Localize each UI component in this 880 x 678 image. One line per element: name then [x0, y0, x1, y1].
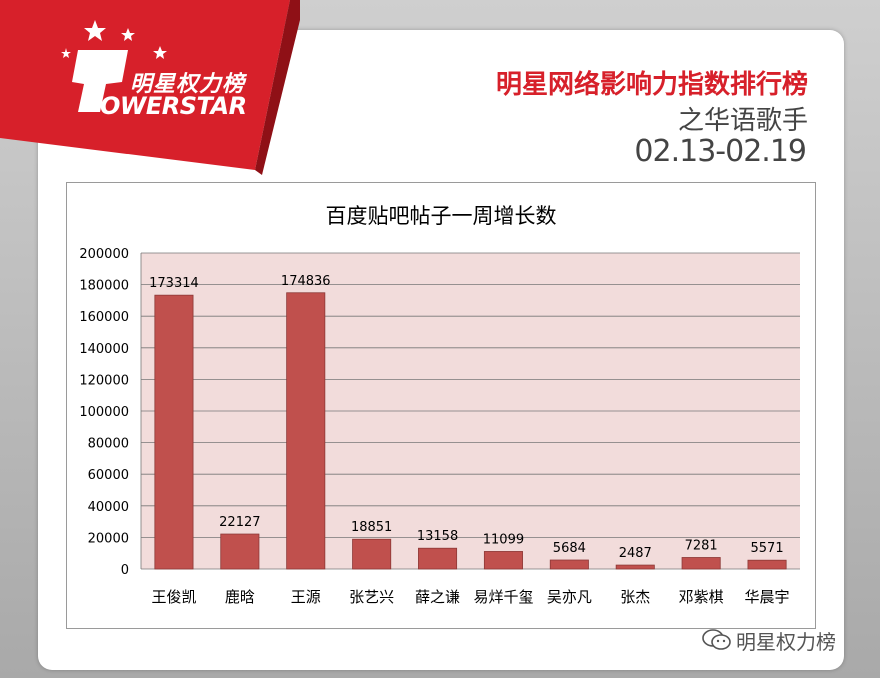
x-tick-label: 王源 — [291, 588, 321, 606]
page-title: 明星网络影响力指数排行榜 — [495, 70, 808, 100]
x-tick-label: 薛之谦 — [415, 588, 460, 606]
data-label: 174836 — [281, 274, 331, 289]
x-tick-label: 王俊凯 — [151, 588, 196, 606]
y-tick-label: 40000 — [88, 500, 129, 515]
y-tick-label: 200000 — [79, 247, 129, 262]
data-label: 11099 — [483, 532, 524, 547]
x-tick-label: 吴亦凡 — [547, 588, 592, 606]
bar — [681, 557, 721, 570]
bar — [549, 559, 589, 570]
data-label: 2487 — [619, 546, 652, 561]
fist-icon — [72, 50, 128, 112]
page-subtitle: 之华语歌手 — [677, 106, 808, 136]
y-tick-label: 160000 — [79, 310, 129, 325]
x-tick-label: 华晨宇 — [745, 588, 790, 606]
y-tick-label: 140000 — [79, 342, 129, 357]
x-tick-label: 易烊千玺 — [473, 588, 533, 606]
y-tick-label: 120000 — [79, 373, 129, 388]
bar — [615, 564, 655, 570]
data-label: 7281 — [685, 538, 718, 553]
data-label: 13158 — [417, 529, 458, 544]
chart-container: 百度贴吧帖子一周增长数 0 20000 40000 60000 80000 100000 1… — [66, 182, 816, 629]
bar — [286, 292, 326, 570]
y-tick-label: 60000 — [88, 468, 129, 483]
data-label: 18851 — [351, 520, 392, 535]
bar-chart: 百度贴吧帖子一周增长数 0 20000 40000 60000 80000 100000 1… — [79, 204, 800, 606]
date-range: 02.13-02.19 — [634, 134, 807, 169]
watermark-text: 明星权力榜 — [736, 630, 836, 654]
wechat-icon — [702, 629, 731, 650]
powerstar-logo-banner — [0, 0, 300, 175]
star-icon — [61, 20, 167, 59]
data-label: 22127 — [219, 515, 260, 530]
y-tick-label: 180000 — [79, 279, 129, 294]
bar — [418, 547, 458, 570]
logo-en-text: OWERSTAR — [100, 92, 247, 120]
bar — [352, 538, 392, 570]
bar — [483, 551, 523, 570]
bar — [220, 533, 260, 570]
y-tick-label: 100000 — [79, 405, 129, 420]
data-label: 5684 — [553, 541, 586, 556]
bar — [747, 559, 787, 570]
bar — [154, 294, 194, 570]
y-tick-label: 0 — [121, 563, 129, 578]
data-label: 173314 — [149, 276, 199, 291]
logo-cn-text: 明星权力榜 — [130, 72, 246, 97]
y-tick-label: 20000 — [88, 531, 129, 546]
x-tick-label: 鹿晗 — [225, 588, 255, 606]
x-tick-label: 邓紫棋 — [679, 588, 724, 606]
x-tick-label: 张杰 — [620, 588, 650, 606]
data-label: 5571 — [751, 541, 784, 556]
x-tick-label: 张艺兴 — [349, 588, 394, 606]
chart-title: 百度贴吧帖子一周增长数 — [326, 204, 557, 228]
y-tick-label: 80000 — [88, 437, 129, 452]
